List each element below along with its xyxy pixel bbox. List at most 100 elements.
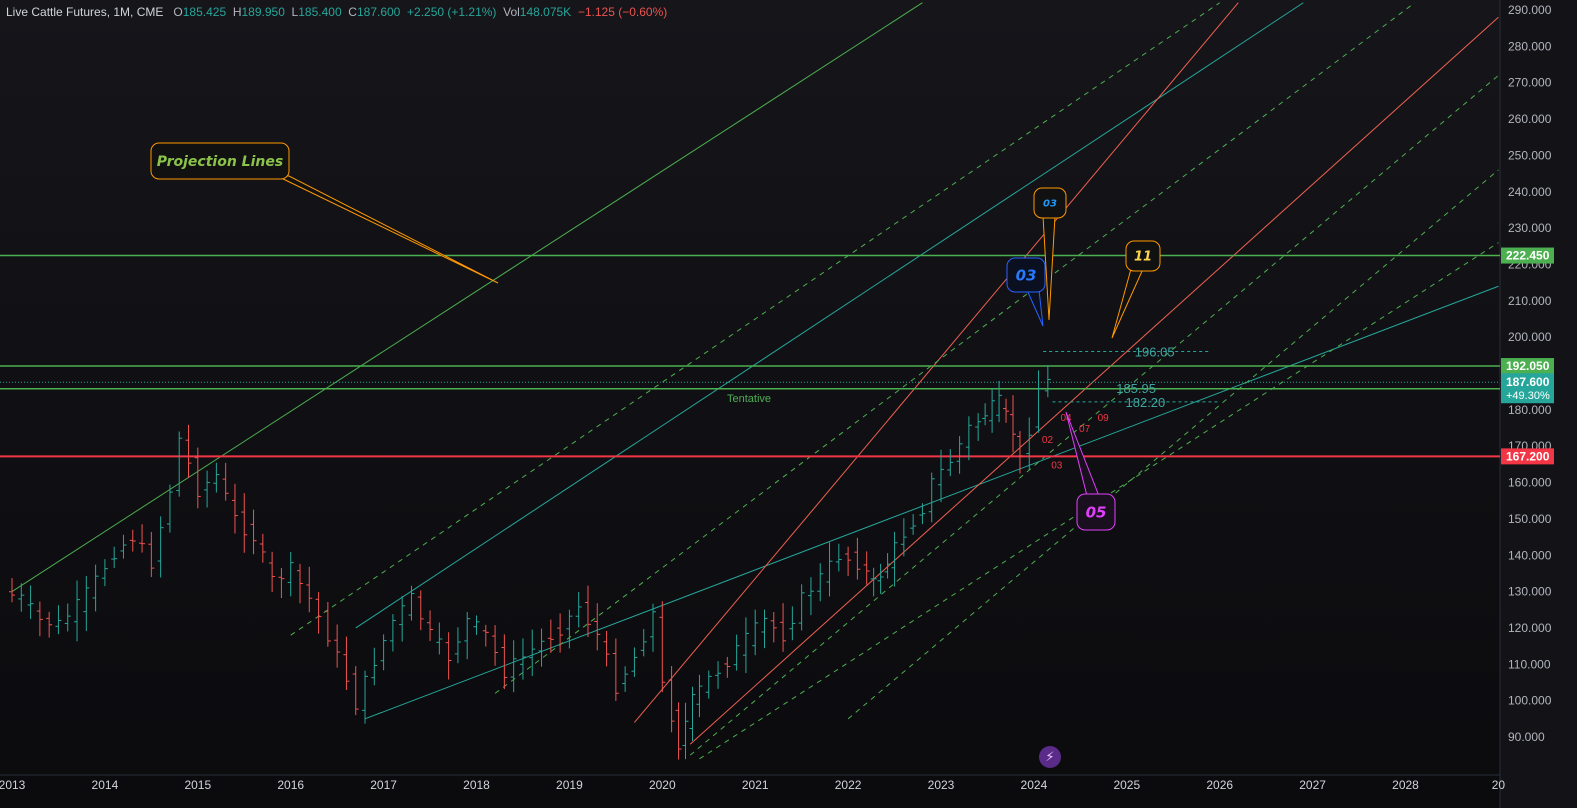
price-bar (18, 583, 25, 612)
price-bar (120, 534, 127, 559)
projection-line-teal-upper (355, 2, 1304, 629)
price-bar (408, 585, 415, 621)
y-tick-label: 120.000 (1508, 621, 1552, 635)
price-bar (529, 629, 536, 676)
price-bar (733, 634, 740, 671)
price-bar (213, 462, 220, 493)
channel-dashed-1 (290, 2, 1220, 636)
y-tick-label: 160.000 (1508, 476, 1552, 490)
price-bar (334, 624, 341, 668)
y-tick-label: 250.000 (1508, 148, 1552, 162)
y-tick-label: 280.000 (1508, 39, 1552, 53)
price-bar (139, 524, 146, 553)
x-tick-label: 2020 (649, 778, 676, 792)
price-bar (947, 449, 954, 477)
price-bar (891, 531, 898, 587)
target-value-label: 185.95 (1116, 381, 1156, 396)
price-bar (241, 493, 248, 553)
price-bar (631, 647, 638, 677)
price-bar (231, 483, 238, 534)
callout-03-orange-box (1033, 187, 1067, 219)
price-bar (296, 563, 303, 604)
price-bar (863, 551, 870, 585)
wave-count-label: 02 (1042, 435, 1054, 446)
price-bar (547, 619, 554, 653)
price-bar (622, 666, 629, 692)
price-bar (1044, 365, 1051, 398)
price-bar (770, 611, 777, 643)
price-bar (612, 638, 619, 701)
price-bar (705, 670, 712, 699)
price-bar (1035, 370, 1042, 433)
wave-count-label: 07 (1079, 424, 1091, 435)
price-bar (222, 462, 229, 501)
price-bar (919, 503, 926, 525)
callout-03-orange-text: 03 (1043, 199, 1057, 210)
price-label-text: 222.450 (1506, 249, 1550, 263)
price-bar (696, 674, 703, 718)
callout-11-box (1125, 240, 1161, 272)
price-bar (129, 529, 136, 552)
price-bar (682, 702, 689, 760)
price-bar (938, 449, 944, 503)
y-tick-label: 200.000 (1508, 330, 1552, 344)
symbol-title[interactable]: Live Cattle Futures, 1M, CME (6, 5, 164, 19)
price-bar (1003, 398, 1010, 423)
vol-value: 148.075K (519, 5, 572, 19)
price-bar (742, 617, 749, 674)
open-value: 185.425 (182, 5, 227, 19)
price-bar (807, 577, 814, 616)
price-bar (55, 605, 62, 635)
price-bar (287, 551, 294, 597)
price-bar (1026, 417, 1033, 470)
price-bar (538, 628, 545, 667)
price-bar (789, 606, 796, 641)
price-bar (399, 596, 406, 642)
symbol-legend: Live Cattle Futures, 1M, CME O185.425 H1… (6, 5, 667, 19)
price-bar (870, 567, 877, 597)
x-tick-label: 20 (1492, 778, 1506, 792)
price-bar (315, 592, 322, 634)
price-bar (176, 431, 183, 497)
x-tick-label: 2019 (556, 778, 583, 792)
price-bar (427, 610, 434, 642)
low-value: 185.400 (298, 5, 342, 19)
lightning-icon[interactable]: ⚡ (1039, 746, 1061, 768)
x-tick-label: 2023 (928, 778, 955, 792)
price-bar (278, 567, 285, 599)
price-bar (111, 546, 118, 568)
callout-03-blue-text: 03 (1016, 266, 1037, 284)
target-value-label: 196.05 (1135, 345, 1175, 360)
y-tick-label: 150.000 (1508, 512, 1552, 526)
wave-count-label: 09 (1098, 413, 1110, 424)
projection-line-green (11, 2, 923, 593)
projection-lines-callout-text: Projection Lines (157, 154, 283, 170)
price-bar (36, 601, 43, 637)
x-tick-label: 2028 (1392, 778, 1419, 792)
price-bar (250, 509, 257, 555)
price-bar (798, 584, 805, 631)
vol-label: Vol (503, 5, 520, 19)
channel-dashed-3 (689, 75, 1499, 756)
high-value: 189.950 (241, 5, 285, 19)
change-value: +2.250 (+1.21%) (407, 5, 497, 19)
callout-05-text: 05 (1086, 503, 1107, 521)
price-bar (1009, 395, 1016, 453)
price-bar (780, 603, 787, 652)
price-bar (482, 624, 489, 647)
channel-dashed-2 (494, 2, 1416, 694)
price-bar (884, 553, 891, 579)
x-tick-label: 2024 (1021, 778, 1048, 792)
price-bar (464, 612, 471, 660)
wave-count-label: 04 (1060, 413, 1072, 424)
x-tick-label: 2025 (1113, 778, 1140, 792)
price-bar (675, 702, 682, 760)
price-bar (9, 578, 15, 603)
price-bar (575, 592, 582, 628)
y-tick-label: 210.000 (1508, 294, 1552, 308)
price-label-text: 192.050 (1506, 359, 1550, 373)
high-label: H (232, 5, 242, 19)
y-tick-label: 90.000 (1508, 730, 1545, 744)
